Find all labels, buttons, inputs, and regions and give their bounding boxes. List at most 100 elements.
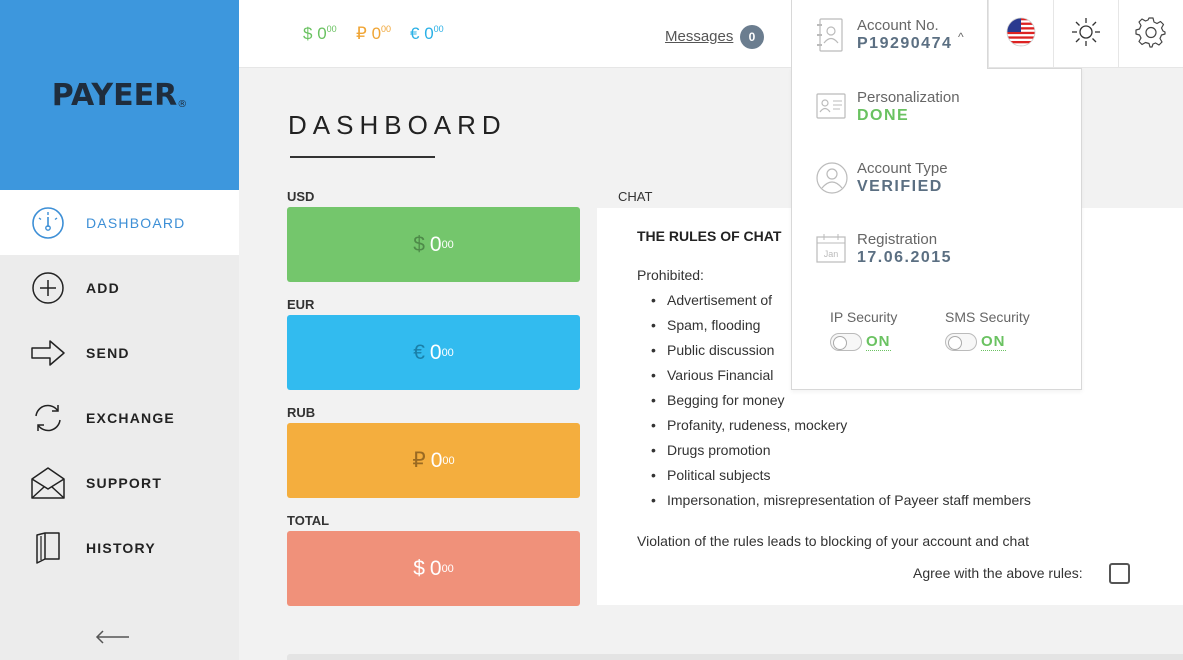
- logo-text: PAYEER: [51, 77, 178, 113]
- sms-security-label: SMS Security: [945, 309, 1030, 325]
- balance-value: 0: [424, 24, 434, 43]
- card-fraction: 00: [442, 454, 455, 467]
- sidebar-item-dashboard[interactable]: DASHBOARD: [0, 190, 239, 255]
- history-book-icon: [30, 530, 66, 566]
- total-balance-card[interactable]: $0 00: [287, 531, 580, 606]
- theme-button[interactable]: [1053, 0, 1118, 68]
- card-fraction: 00: [441, 562, 454, 575]
- sidebar-item-label: SUPPORT: [86, 474, 163, 491]
- sidebar-item-exchange[interactable]: EXCHANGE: [0, 385, 239, 450]
- sidebar-item-label: EXCHANGE: [86, 409, 175, 426]
- personalization-row: Personalization DONE: [792, 87, 1082, 147]
- sidebar-item-label: ADD: [86, 279, 120, 296]
- send-arrow-icon: [30, 335, 66, 371]
- sms-security-toggle[interactable]: [945, 333, 977, 351]
- balance-fraction: 00: [381, 24, 392, 34]
- account-type-row: Account Type VERIFIED: [792, 158, 1082, 218]
- account-type-label: Account Type: [857, 160, 948, 177]
- currency-symbol: $: [413, 556, 425, 580]
- support-envelope-icon: [30, 465, 66, 501]
- exchange-cycle-icon: [30, 400, 66, 436]
- sidebar-item-label: SEND: [86, 344, 130, 361]
- sms-security-status[interactable]: ON: [981, 333, 1006, 351]
- balance-fraction: 00: [433, 24, 444, 34]
- account-number-label: Account No.: [857, 17, 939, 34]
- card-value: 0: [429, 556, 442, 580]
- sms-security: SMS Security ON: [945, 309, 1030, 351]
- sidebar-item-add[interactable]: ADD: [0, 255, 239, 320]
- sidebar-item-label: DASHBOARD: [86, 214, 186, 231]
- eur-balance-card[interactable]: €0 00: [287, 315, 580, 390]
- logo-area[interactable]: PAYEER®: [0, 0, 239, 190]
- registration-date: 17.06.2015: [857, 249, 953, 266]
- calendar-month-text: Jan: [824, 249, 839, 259]
- registration-row: Jan Registration 17.06.2015: [792, 229, 1082, 289]
- ip-security-status[interactable]: ON: [866, 333, 891, 351]
- id-card-icon: [816, 91, 846, 126]
- usd-card-label: USD: [287, 189, 315, 204]
- arrow-left-icon[interactable]: [95, 625, 131, 649]
- account-number: P19290474: [857, 35, 953, 52]
- sidebar-item-history[interactable]: HISTORY: [0, 515, 239, 580]
- sidebar-item-support[interactable]: SUPPORT: [0, 450, 239, 515]
- prohibited-label: Prohibited:: [637, 267, 704, 283]
- list-item: Impersonation, misrepresentation of Paye…: [649, 488, 1031, 513]
- add-plus-icon: [30, 270, 66, 306]
- sun-icon: [1070, 16, 1102, 53]
- ip-security: IP Security ON: [830, 309, 898, 351]
- currency-symbol: ₽: [356, 24, 367, 43]
- eur-card-label: EUR: [287, 297, 315, 312]
- list-item: Political subjects: [649, 463, 1031, 488]
- card-fraction: 00: [441, 238, 454, 251]
- personalization-label: Personalization: [857, 89, 960, 106]
- registered-mark: ®: [177, 98, 188, 110]
- us-flag-icon: [1006, 17, 1036, 52]
- balance-usd[interactable]: $ 000: [303, 24, 337, 44]
- rules-title: THE RULES OF CHAT: [637, 228, 782, 244]
- sidebar-item-label: HISTORY: [86, 539, 156, 556]
- agree-checkbox[interactable]: [1109, 563, 1130, 584]
- address-book-icon: [816, 18, 844, 57]
- messages-link[interactable]: Messages: [665, 28, 734, 45]
- rules-list: Advertisement of Spam, flooding Public d…: [649, 288, 1031, 513]
- rub-balance-card[interactable]: ₽0 00: [287, 423, 580, 498]
- list-item: Profanity, rudeness, mockery: [649, 413, 1031, 438]
- payeer-logo[interactable]: PAYEER®: [52, 78, 187, 113]
- card-value: 0: [430, 448, 443, 472]
- registration-label: Registration: [857, 231, 938, 248]
- currency-symbol: €: [413, 340, 425, 364]
- messages-count-badge[interactable]: 0: [740, 25, 764, 49]
- account-type-value: VERIFIED: [857, 178, 943, 195]
- balance-fraction: 00: [326, 24, 337, 34]
- list-item: Advertisement of: [649, 288, 1031, 313]
- ip-security-label: IP Security: [830, 309, 898, 325]
- list-item: Public discussion: [649, 338, 1031, 363]
- personalization-status: DONE: [857, 107, 910, 124]
- currency-symbol: $: [303, 24, 313, 43]
- ip-security-toggle[interactable]: [830, 333, 862, 351]
- usd-balance-card[interactable]: $0 00: [287, 207, 580, 282]
- currency-symbol: €: [410, 24, 420, 43]
- settings-button[interactable]: [1118, 0, 1183, 68]
- balance-value: 0: [371, 24, 382, 43]
- chevron-up-icon: ^: [958, 30, 964, 44]
- violation-notice: Violation of the rules leads to blocking…: [637, 533, 1029, 549]
- balance-value: 0: [317, 24, 327, 43]
- language-button[interactable]: [988, 0, 1053, 68]
- account-menu-toggle[interactable]: Account No. P19290474 ^: [791, 0, 988, 69]
- balance-rub[interactable]: ₽ 000: [356, 24, 391, 44]
- list-item: Various Financial: [649, 363, 1031, 388]
- dashboard-gauge-icon: [30, 205, 66, 241]
- balance-eur[interactable]: € 000: [410, 24, 444, 44]
- list-item: Spam, flooding: [649, 313, 1031, 338]
- card-value: 0: [429, 340, 442, 364]
- account-dropdown: Personalization DONE Account Type VERIFI…: [791, 68, 1082, 390]
- list-item: Drugs promotion: [649, 438, 1031, 463]
- sidebar-item-send[interactable]: SEND: [0, 320, 239, 385]
- chat-label: CHAT: [618, 189, 653, 204]
- top-bar: $ 000 ₽ 000 € 000 Messages 0: [239, 0, 1183, 68]
- bottom-panel-edge: [287, 654, 1183, 660]
- currency-symbol: $: [413, 232, 425, 256]
- rub-card-label: RUB: [287, 405, 316, 420]
- currency-symbol: ₽: [412, 449, 426, 472]
